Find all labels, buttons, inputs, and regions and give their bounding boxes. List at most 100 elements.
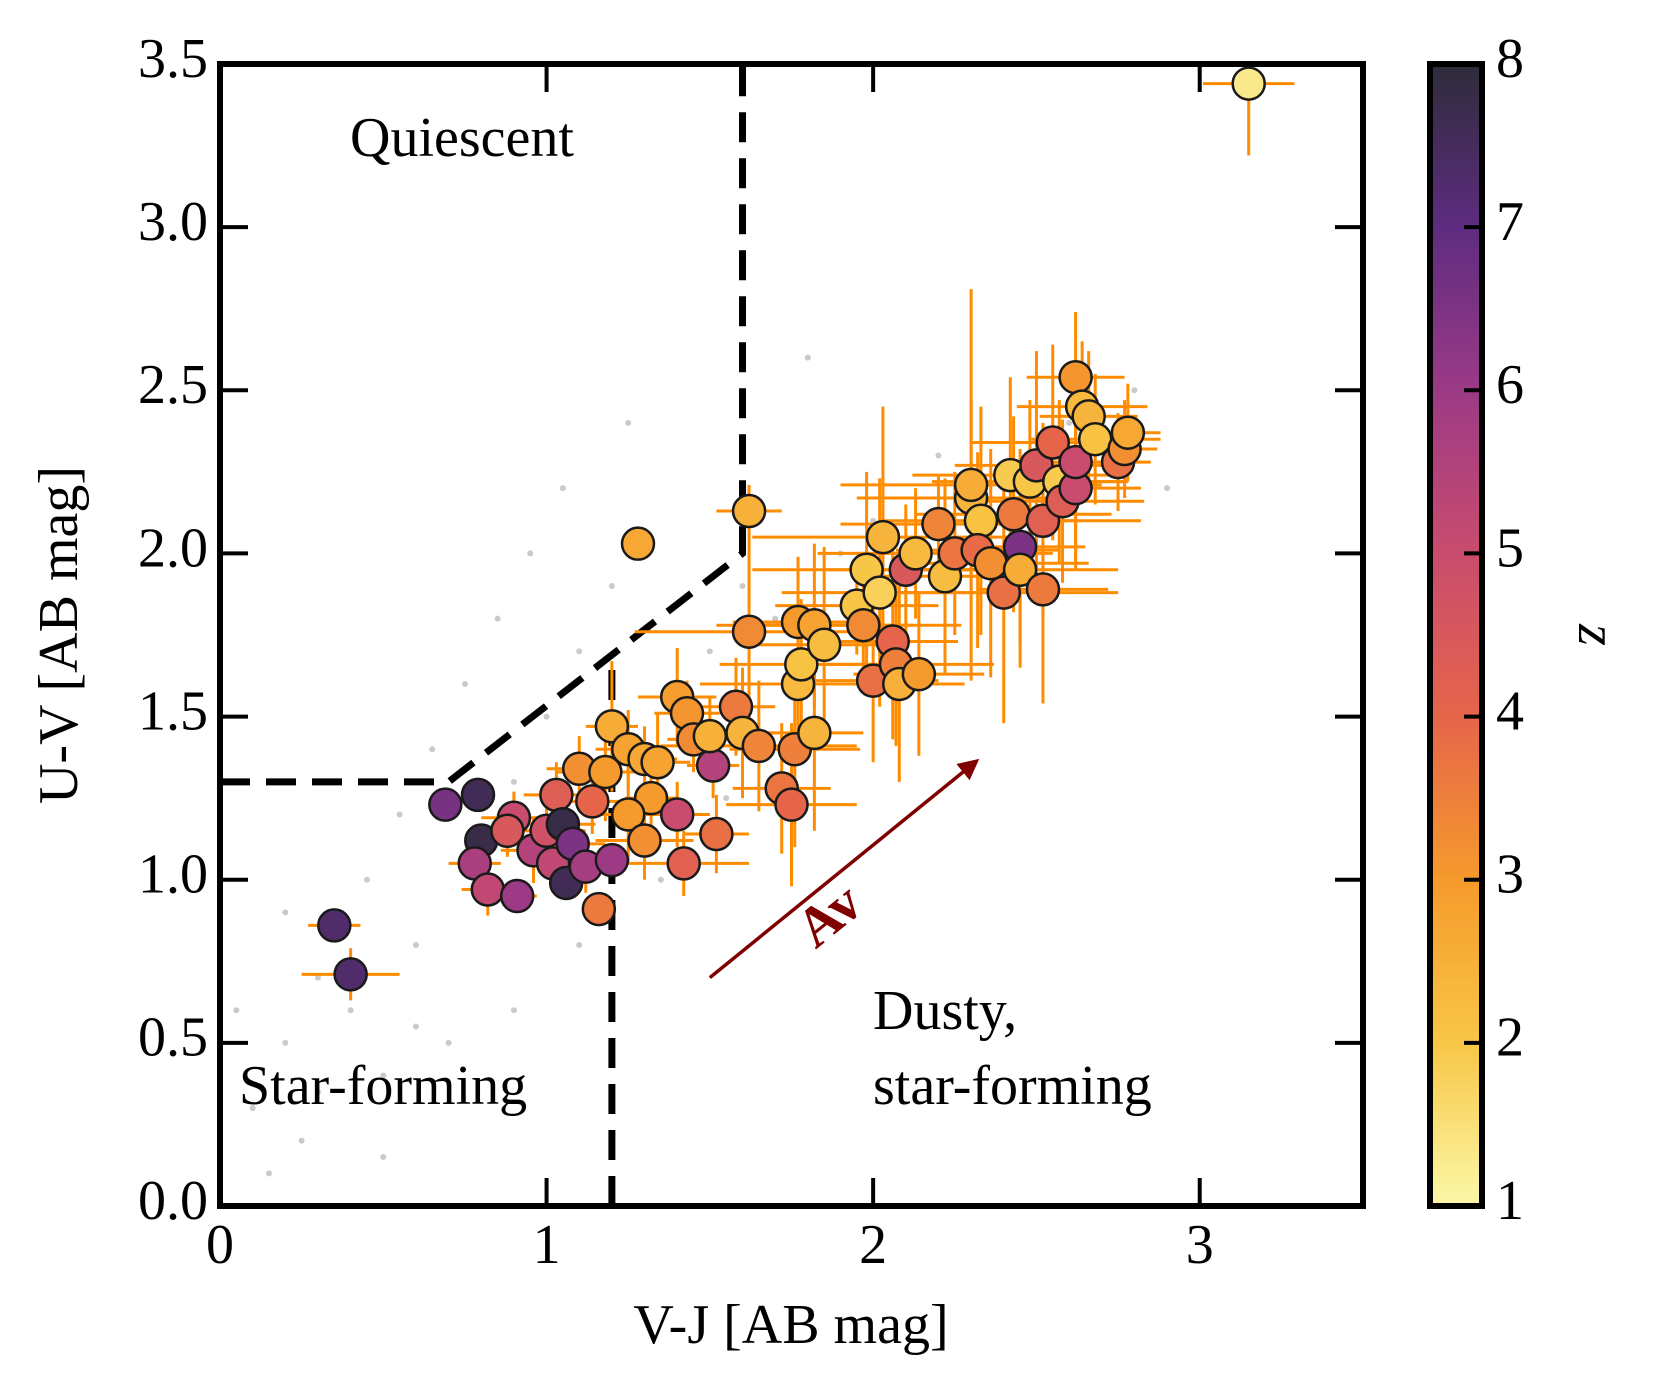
data-point [901,656,937,692]
colorbar-tick-label: 1 [1496,1170,1524,1232]
y-tick-label: 1.5 [138,680,208,742]
data-point [963,503,999,539]
data-point [470,872,506,907]
y-tick-label: 0.0 [138,1170,208,1232]
y-tick-label: 2.0 [138,517,208,579]
data-point [699,816,734,852]
colorbar-tick-label: 2 [1496,1007,1524,1069]
background-point [429,746,436,753]
data-point [862,575,897,610]
background-point [461,680,468,687]
colorbar [1427,61,1485,1209]
background-point [380,1072,387,1079]
data-point [666,846,701,881]
background-point [706,648,713,655]
background-point [935,452,942,459]
background-point [314,974,321,981]
y-tick-label: 3.0 [138,191,208,253]
background-point [543,713,550,720]
data-point [428,787,463,822]
colorbar-tick-label: 3 [1496,844,1524,906]
x-tick-label: 1 [533,1214,561,1276]
data-point [1231,66,1266,101]
data-point [1025,572,1061,607]
data-point [865,519,901,555]
background-point [396,811,403,818]
y-tick-label: 2.5 [138,354,208,416]
data-point [499,878,535,914]
background-point [510,1007,517,1014]
data-point [806,627,842,663]
background-point [282,909,289,916]
x-tick-label: 2 [859,1214,887,1276]
background-point [233,1007,240,1014]
data-point [333,957,368,992]
region-label: Star-forming [239,1055,527,1117]
data-point [996,497,1031,532]
y-tick-label: 1.0 [138,844,208,906]
data-point [921,506,956,542]
data-point [1058,359,1093,395]
data-point [640,745,675,780]
data-point [797,715,832,751]
background-point [347,1007,354,1014]
background-point [723,795,730,802]
data-point [692,718,728,754]
selection-boundary [220,64,747,786]
background-point [412,1023,419,1030]
y-axis-label: U-V [AB mag] [28,466,90,804]
plot-area [220,64,1295,1206]
data-point [581,891,617,927]
y-tick-label: 3.5 [138,28,208,90]
colorbar-tick-label: 6 [1496,354,1524,416]
data-point [953,467,989,503]
data-point [588,754,623,790]
data-point [1110,415,1146,450]
data-point [973,545,1008,581]
background-point [380,1154,387,1161]
background-point [445,1039,452,1046]
data-point [1035,425,1071,460]
data-point [774,787,809,822]
region-label: Quiescent [350,107,574,169]
background-point [625,419,632,426]
data-point [695,748,731,783]
colorbar-tick-label: 7 [1496,191,1524,253]
data-point [898,536,933,571]
x-axis-label: V-J [AB mag] [633,1294,948,1356]
colorbar-label: z [1566,623,1628,646]
background-point [494,615,501,622]
background-point [412,941,419,948]
x-tick-label: 0 [206,1214,234,1276]
colorbar-tick-label: 4 [1496,680,1524,742]
data-point [784,647,819,682]
data-point [846,607,881,643]
data-point [594,842,630,878]
background-point [1164,485,1171,492]
data-point [1058,444,1093,480]
plot-frame [217,61,1366,1209]
region-label: star-forming [873,1055,1152,1117]
data-point [610,797,646,832]
extinction-arrow [708,758,980,979]
y-tick-label: 0.5 [138,1007,208,1069]
data-point [575,784,610,819]
data-point [659,797,695,832]
background-point [576,941,583,948]
data-point [539,777,574,813]
background-point [265,1170,272,1177]
background-point [527,550,534,557]
data-point [731,614,767,649]
background-point [314,1088,321,1095]
data-point [627,823,662,858]
arrow-label: Av [785,871,874,960]
data-point [731,493,767,529]
data-point [1002,552,1038,587]
background-point [1131,387,1138,394]
background-point [298,1137,305,1144]
colorbar-tick-label: 8 [1496,28,1524,90]
data-point [490,813,525,849]
background-point [282,1039,289,1046]
background-point [1066,419,1073,426]
